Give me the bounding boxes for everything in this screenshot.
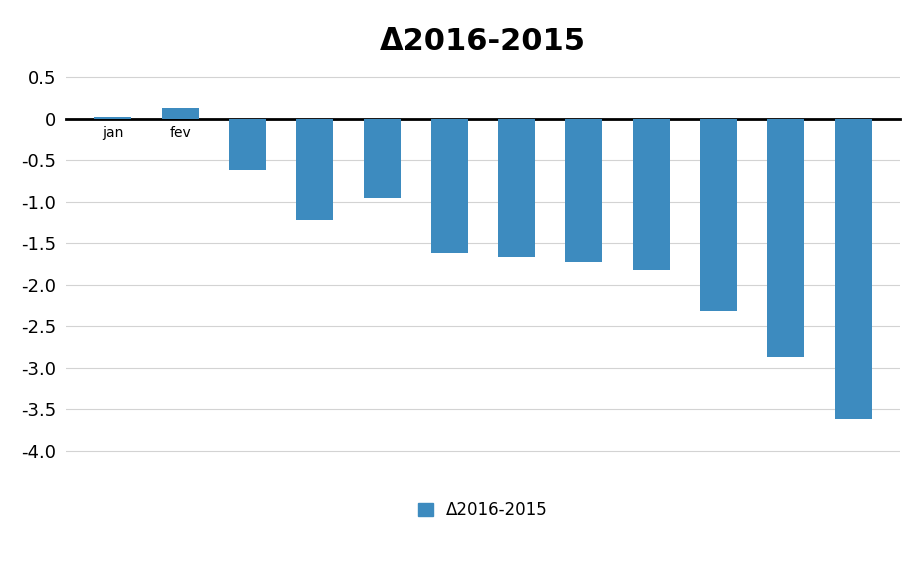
Title: Δ2016-2015: Δ2016-2015 <box>380 26 586 56</box>
Bar <box>431 119 468 253</box>
Legend: Δ2016-2015: Δ2016-2015 <box>410 493 556 528</box>
Bar <box>565 119 602 262</box>
Bar <box>162 108 199 119</box>
Bar <box>364 119 401 198</box>
Bar <box>767 119 804 357</box>
Bar <box>297 119 333 220</box>
Bar <box>633 119 670 270</box>
Bar <box>834 119 871 419</box>
Bar <box>95 117 132 119</box>
Bar <box>229 119 266 170</box>
Bar <box>700 119 737 311</box>
Bar <box>498 119 535 258</box>
